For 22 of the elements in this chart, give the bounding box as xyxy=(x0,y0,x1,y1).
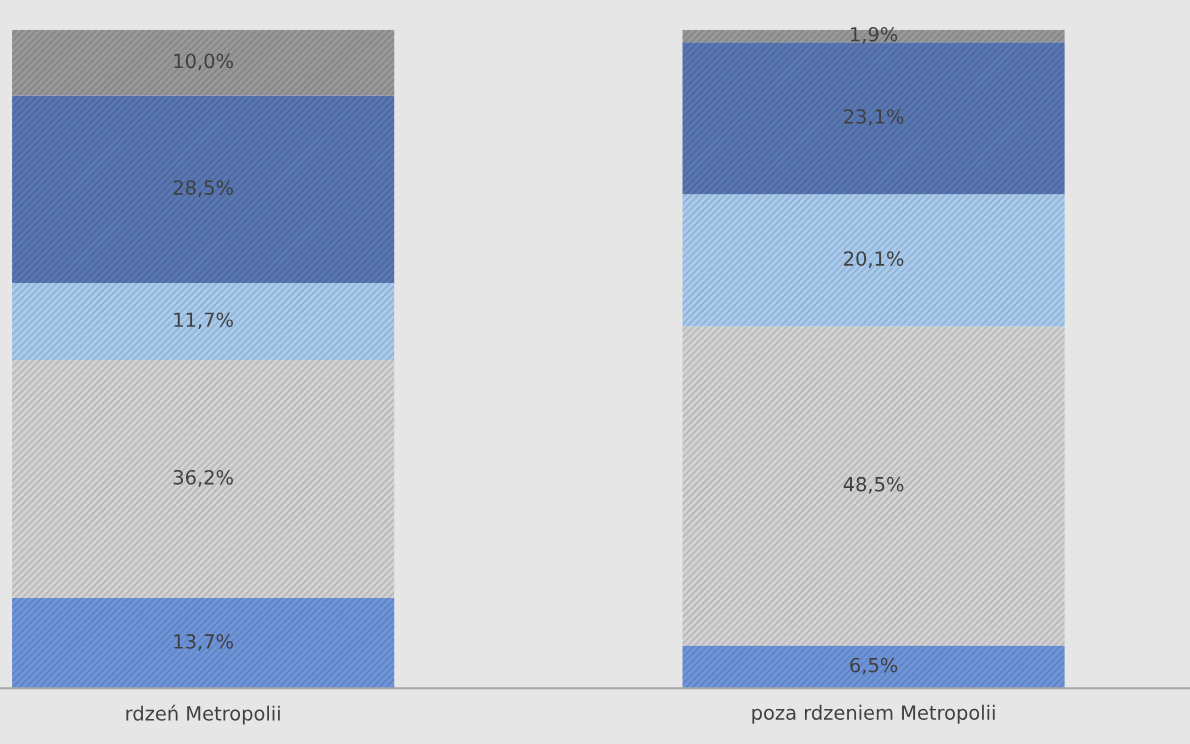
data-label: 48,5% xyxy=(843,476,904,494)
bar xyxy=(682,326,1065,646)
x-tick-label: rdzeń Metropolii xyxy=(126,704,280,725)
bar xyxy=(12,95,395,284)
bar xyxy=(12,598,395,689)
bar xyxy=(682,42,1065,195)
data-label: 11,7% xyxy=(174,312,233,330)
bar xyxy=(12,283,395,360)
data-label: 36,2% xyxy=(173,469,233,487)
data-label: 20,1% xyxy=(844,251,904,268)
data-label: 23,1% xyxy=(844,109,904,126)
x-tick-label: poza rdzeniem Metropolii xyxy=(752,704,995,724)
data-label: 1,9% xyxy=(851,26,898,44)
data-label: 6,5% xyxy=(850,657,898,675)
data-label: 13,7% xyxy=(174,634,233,651)
bar xyxy=(12,29,395,96)
data-label: 10,0% xyxy=(174,53,233,71)
bar xyxy=(682,194,1065,327)
data-label: 28,5% xyxy=(173,180,233,197)
bar xyxy=(682,29,1065,43)
bar xyxy=(12,359,395,599)
bar xyxy=(682,645,1065,689)
